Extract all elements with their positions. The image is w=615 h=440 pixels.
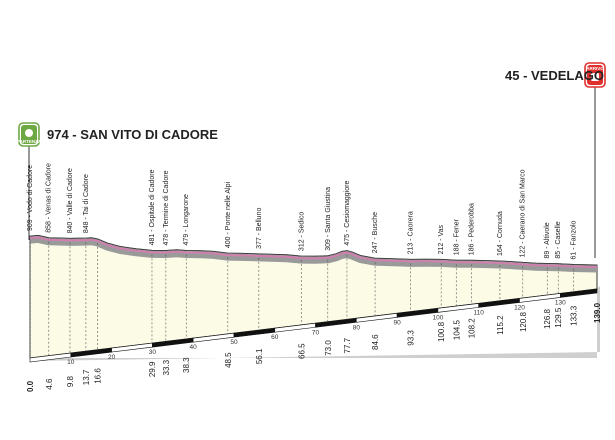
place-label: 89 - Altivole	[544, 222, 551, 258]
finish-badge-label: ARRIVO	[586, 66, 604, 71]
place-label: 213 - Caorera	[408, 211, 415, 254]
profile-edge-line	[29, 234, 598, 266]
km-tick-label: 30	[149, 349, 157, 356]
place-label: 479 - Longarone	[183, 194, 190, 245]
place-label: 858 - Venas di Cadore	[46, 163, 53, 233]
distance-label: 133.3	[570, 305, 579, 326]
distance-label: 66.5	[297, 343, 306, 359]
place-label: 122 - Caerano di San Marco	[520, 169, 527, 257]
km-tick-label: 80	[353, 324, 361, 331]
distance-label: 120.8	[519, 311, 528, 332]
place-label: 840 - Valle di Cadore	[67, 168, 74, 233]
place-label: 481 - Ospitale di Cadore	[149, 169, 156, 245]
distance-label: 9.8	[66, 375, 75, 387]
distance-label: 16.6	[94, 368, 103, 384]
place-label: 247 - Busche	[372, 212, 379, 253]
distance-label: 33.3	[162, 359, 171, 375]
profile-top-band	[29, 235, 598, 273]
distance-label: 100.8	[437, 321, 446, 342]
distance-label: 108.2	[467, 318, 476, 339]
km-tick-label: 60	[271, 334, 279, 341]
distance-label: 29.9	[148, 361, 157, 377]
km-tick-label: 10	[67, 359, 75, 366]
km-tick-label: 70	[312, 329, 320, 336]
distance-label: 56.1	[255, 348, 264, 364]
distance-track	[29, 288, 598, 363]
km-tick-label: 90	[394, 319, 402, 326]
start-marker: PARTENZA 974 - SAN VITO DI CADORE	[17, 122, 218, 240]
distance-label: 104.5	[452, 320, 461, 341]
km-tick-label: 20	[108, 354, 116, 361]
place-label: 186 - Pederobba	[468, 203, 475, 255]
distance-label: 84.6	[371, 334, 380, 350]
km-tick-label: 120	[514, 304, 525, 311]
place-dash-lines	[29, 240, 575, 358]
distance-label: 139.0	[593, 302, 602, 323]
km-tick-labels: 10 20 30 40 50 60 70 80 90 100 110 120 130	[67, 299, 566, 366]
place-label: 377 - Belluno	[256, 208, 263, 249]
place-label: 909 - Vodo di Cadore	[27, 165, 34, 231]
distance-labels: 0.0 4.6 9.8 13.7 16.6 29.9 33.3 38.3 48.5 56.1 66.…	[26, 302, 602, 392]
distance-label: 129.5	[554, 307, 563, 328]
place-label: 61 - Fanzolo	[571, 220, 578, 259]
distance-label: 93.3	[407, 330, 416, 346]
place-labels: 909 - Vodo di Cadore 858 - Venas di Cador…	[27, 163, 578, 259]
km-tick-label: 40	[190, 344, 198, 351]
start-badge-label: PARTENZA	[17, 139, 42, 144]
km-tick-label: 110	[474, 309, 485, 316]
km-tick-label: 130	[555, 299, 566, 306]
distance-label: 126.8	[543, 308, 552, 329]
distance-label: 48.5	[224, 352, 233, 368]
track-base	[30, 286, 600, 361]
place-label: 164 - Cornuda	[497, 211, 504, 256]
distance-label: 4.6	[45, 378, 54, 390]
place-label: 848 - Tai di Cadore	[83, 174, 90, 233]
distance-label: 13.7	[82, 369, 91, 385]
place-label: 188 - Fener	[453, 218, 460, 255]
distance-label: 115.2	[496, 315, 505, 335]
km-tick-label: 50	[230, 339, 238, 346]
place-label: 312 - Sedico	[298, 212, 305, 251]
finish-flag-icon	[591, 73, 599, 81]
place-label: 400 - Ponte nelle Alpi	[225, 182, 232, 249]
track-segment	[559, 288, 598, 298]
place-label: 309 - Santa Giustina	[325, 187, 332, 251]
distance-label: 38.3	[182, 357, 191, 373]
profile-route-line	[29, 236, 598, 268]
place-label: 85 - Caselle	[555, 221, 562, 258]
flag-icon	[25, 129, 33, 137]
distance-label: 77.7	[343, 337, 352, 353]
distance-label: 73.0	[324, 340, 333, 356]
finish-marker: ARRIVO 45 - VEDELAGO	[505, 62, 606, 258]
place-label: 475 - Cesiomaggiore	[344, 181, 351, 246]
start-town-label: 974 - SAN VITO DI CADORE	[47, 127, 218, 142]
place-label: 212 - Vas	[438, 224, 445, 254]
km-tick-label: 100	[432, 314, 443, 321]
finish-town-label: 45 - VEDELAGO	[505, 68, 604, 83]
profile-area	[29, 234, 598, 359]
place-label: 478 - Termine di Cadore	[163, 170, 170, 245]
distance-label: 0.0	[26, 380, 35, 392]
